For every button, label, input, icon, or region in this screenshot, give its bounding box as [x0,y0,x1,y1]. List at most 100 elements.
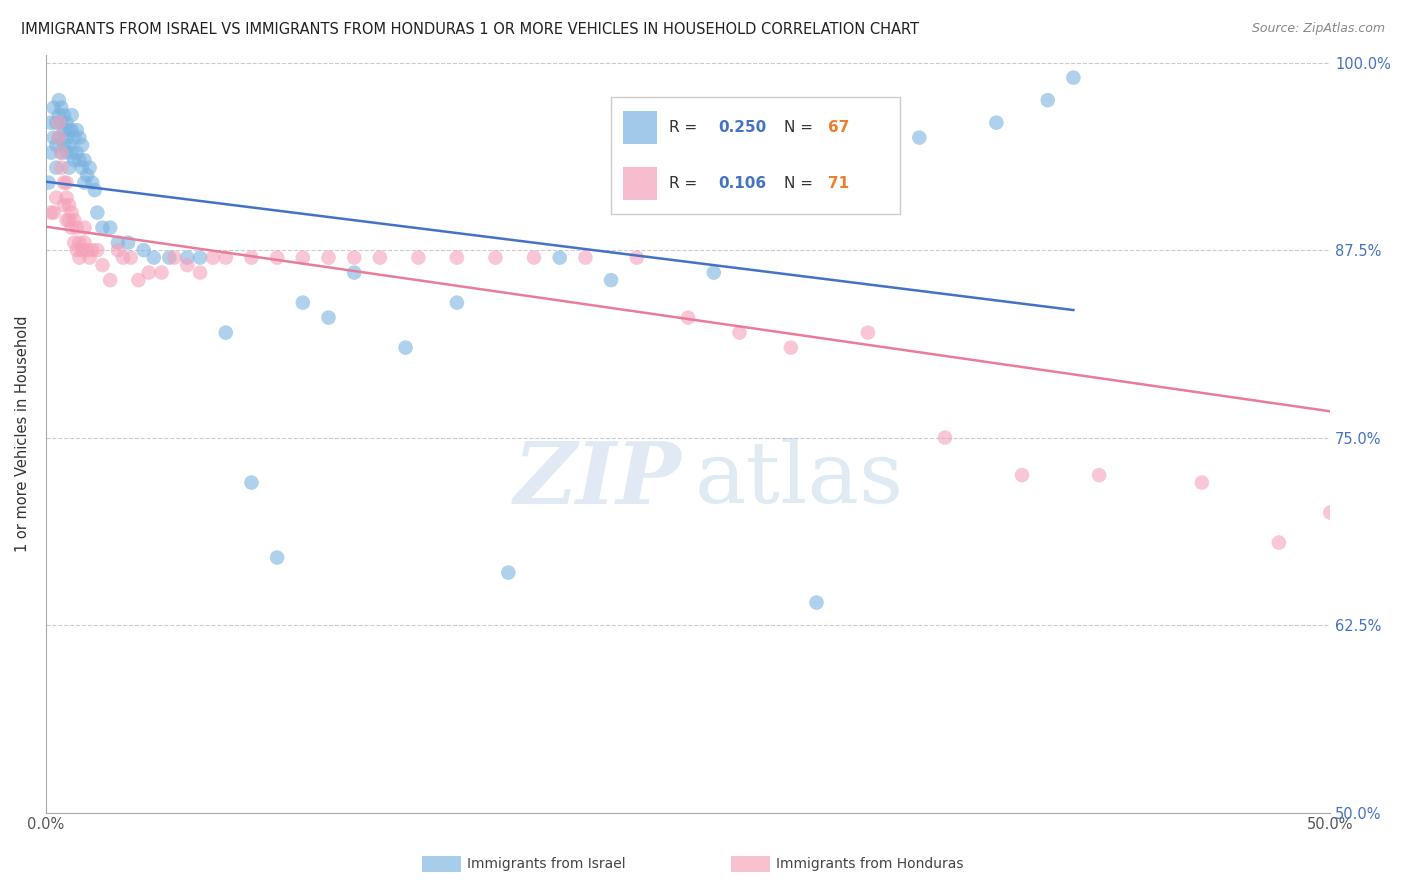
Point [52,123,75,137]
Point [188,251,211,265]
Point [107,243,129,257]
Point [55,213,77,227]
Point [48,108,70,122]
Point [498,566,520,580]
Point [112,251,135,265]
Point [51,101,73,115]
Point [51,115,73,129]
Point [60,145,83,160]
Point [132,243,155,257]
Point [45,115,67,129]
Point [91,258,114,272]
Point [42,130,65,145]
Point [908,130,931,145]
Point [98,273,121,287]
Text: Source: ZipAtlas.com: Source: ZipAtlas.com [1251,22,1385,36]
Point [58,161,80,175]
Point [51,145,73,160]
Point [52,198,75,212]
Point [127,273,149,287]
Y-axis label: 1 or more Vehicles in Household: 1 or more Vehicles in Household [15,316,30,552]
Point [58,198,80,212]
Point [45,138,67,153]
Point [42,205,65,219]
Point [1268,535,1291,549]
Point [343,251,366,265]
Point [728,326,751,340]
Point [986,115,1008,129]
Point [55,130,77,145]
Point [73,220,96,235]
Point [368,251,391,265]
Point [45,161,67,175]
Point [86,205,108,219]
Point [343,266,366,280]
Point [45,191,67,205]
Point [39,205,62,219]
Point [779,341,801,355]
Point [176,258,198,272]
Point [60,220,83,235]
Point [58,138,80,153]
Point [70,161,93,175]
Text: Immigrants from Honduras: Immigrants from Honduras [776,857,963,871]
Point [266,550,288,565]
Point [600,273,623,287]
Point [318,310,340,325]
Text: ZIP: ZIP [513,438,682,521]
Point [63,213,86,227]
Point [446,251,468,265]
Text: IMMIGRANTS FROM ISRAEL VS IMMIGRANTS FROM HONDURAS 1 OR MORE VEHICLES IN HOUSEHO: IMMIGRANTS FROM ISRAEL VS IMMIGRANTS FRO… [21,22,920,37]
Point [856,326,879,340]
Point [266,251,288,265]
Point [60,108,83,122]
Point [1011,468,1033,483]
Point [157,251,180,265]
Point [55,176,77,190]
Point [676,310,699,325]
Point [76,243,98,257]
Point [67,130,90,145]
Point [523,251,546,265]
Point [55,115,77,129]
Point [70,243,93,257]
Point [55,191,77,205]
Point [82,243,104,257]
Point [548,251,571,265]
Point [201,251,224,265]
Point [1036,93,1059,107]
Point [60,205,83,219]
Text: Immigrants from Israel: Immigrants from Israel [467,857,626,871]
Point [76,168,98,182]
Point [48,115,70,129]
Point [79,161,101,175]
Point [73,235,96,250]
Point [806,596,828,610]
Point [67,153,90,168]
Point [215,326,238,340]
Point [66,220,89,235]
Point [408,251,430,265]
Point [574,251,596,265]
Point [291,295,314,310]
Point [48,130,70,145]
Point [48,93,70,107]
Point [1062,70,1084,85]
Point [318,251,340,265]
Point [42,101,65,115]
Point [142,251,165,265]
Point [86,243,108,257]
Point [39,145,62,160]
Point [73,153,96,168]
Point [66,243,89,257]
Point [58,123,80,137]
Point [73,176,96,190]
Point [63,130,86,145]
Point [703,266,725,280]
Point [120,251,142,265]
Point [1371,535,1393,549]
Text: atlas: atlas [695,438,904,521]
Point [38,176,60,190]
Point [138,266,160,280]
Point [51,145,73,160]
